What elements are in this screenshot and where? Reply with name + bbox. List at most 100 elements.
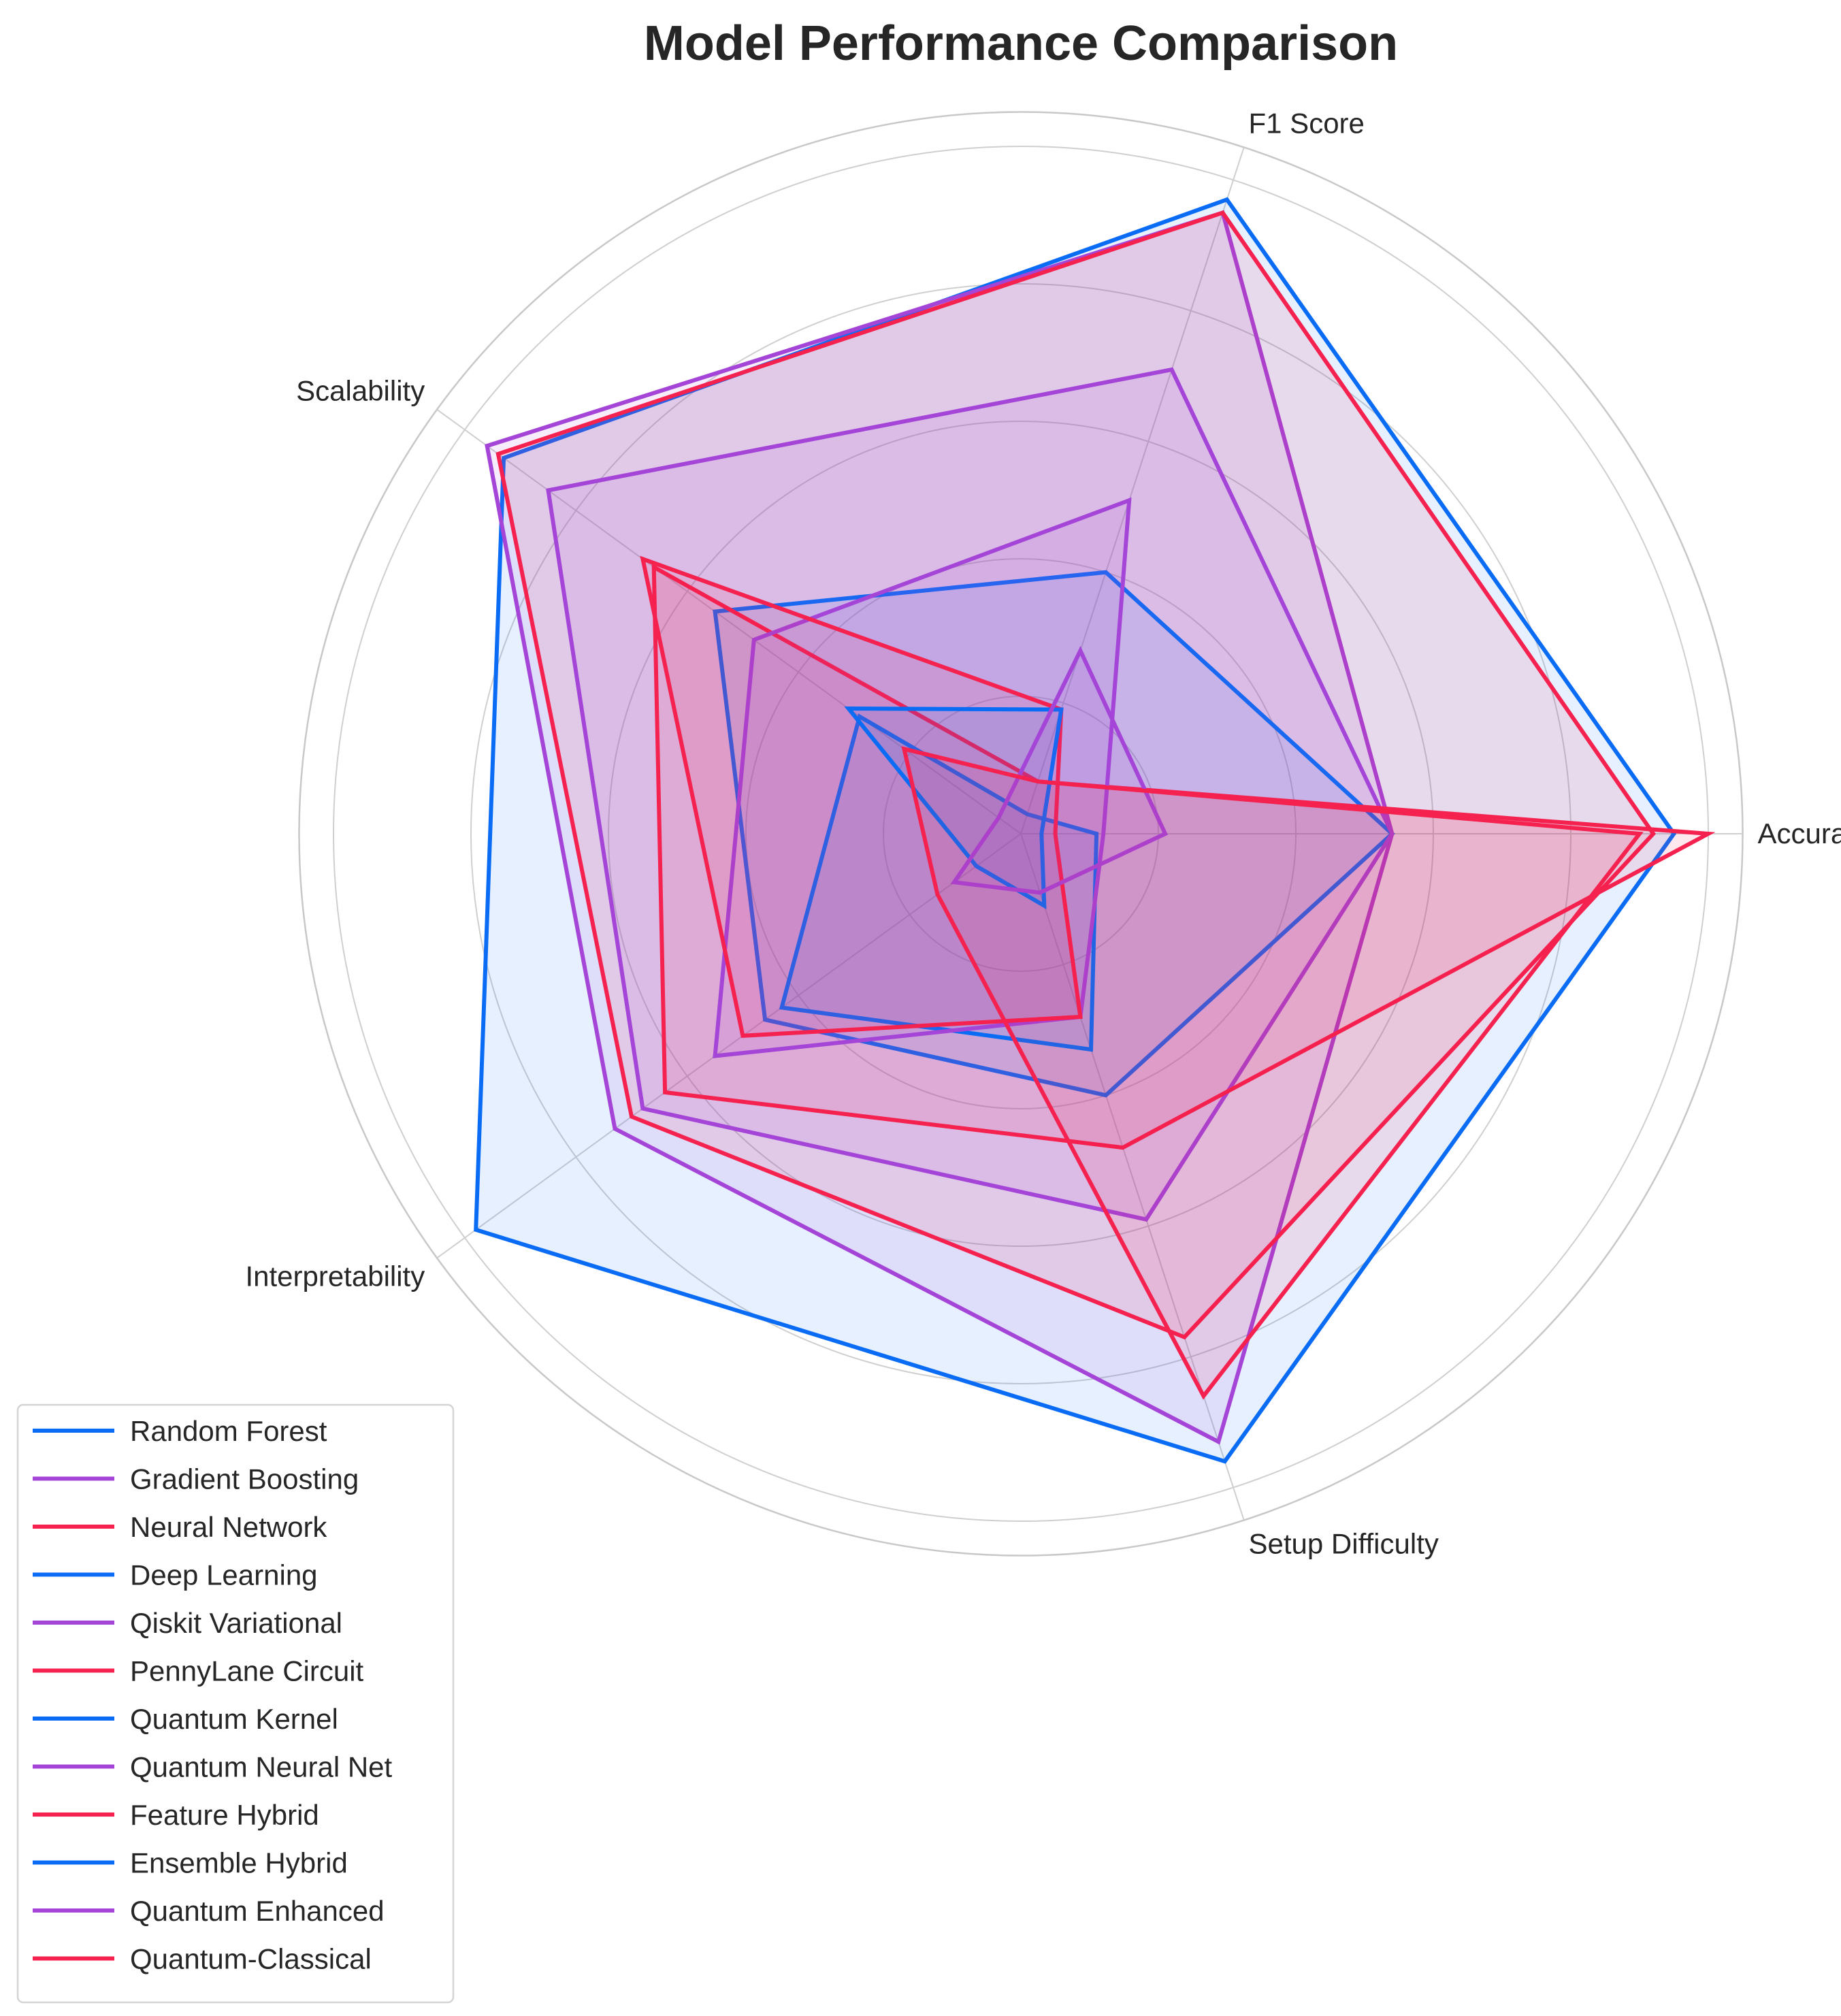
legend-entry: Quantum Neural Net xyxy=(33,1751,393,1783)
series-point xyxy=(1054,832,1056,835)
series-point xyxy=(764,1018,766,1021)
series-3 xyxy=(495,210,1657,1340)
series-point xyxy=(653,566,655,568)
legend-label: Quantum-Classical xyxy=(130,1943,372,1975)
legend-label: Qiskit Variational xyxy=(130,1607,342,1639)
series-1 xyxy=(474,197,1677,1464)
legend-label: Ensemble Hybrid xyxy=(130,1847,348,1879)
series-line xyxy=(950,646,1169,895)
series-8 xyxy=(713,497,1132,1058)
legend-entry: Ensemble Hybrid xyxy=(33,1847,348,1879)
series-point xyxy=(1090,1048,1092,1051)
series-point xyxy=(1638,832,1641,835)
series-fill xyxy=(548,370,1392,1220)
legend-label: Feature Hybrid xyxy=(130,1799,319,1831)
series-point xyxy=(1164,832,1167,835)
legend-entry: Quantum Enhanced xyxy=(33,1895,385,1927)
series-fill xyxy=(653,567,1709,1148)
axis-label: Accuracy xyxy=(1758,817,1841,849)
series-line xyxy=(779,713,1099,1052)
series-point xyxy=(497,453,500,455)
axis-label: Scalability xyxy=(296,375,425,407)
grid-spoke-3 xyxy=(436,408,1022,834)
series-point xyxy=(753,638,755,641)
series-point xyxy=(1145,1218,1147,1221)
series-point xyxy=(1039,891,1041,894)
series-point xyxy=(1217,1440,1220,1443)
series-point xyxy=(1026,813,1028,815)
series-point xyxy=(641,1107,644,1110)
legend-label: Quantum Kernel xyxy=(130,1703,338,1735)
series-point xyxy=(1040,832,1043,835)
series-line xyxy=(495,210,1657,1340)
series-point xyxy=(1226,198,1228,201)
legend-entry: Feature Hybrid xyxy=(33,1799,319,1831)
legend-label: Deep Learning xyxy=(130,1559,318,1591)
series-line xyxy=(713,497,1132,1058)
polar-grid xyxy=(298,111,1744,1557)
series-point xyxy=(630,1116,633,1118)
series-fill xyxy=(848,709,1062,906)
series-point xyxy=(1105,571,1107,574)
series-point xyxy=(714,610,717,613)
legend-entry: Qiskit Variational xyxy=(33,1607,342,1639)
series-fill xyxy=(781,716,1097,1050)
axis-labels: Accuracy F1 Score Scalability Interpretabil… xyxy=(245,107,1841,1559)
series-point xyxy=(1037,780,1039,783)
legend-entry: Random Forest xyxy=(33,1415,327,1447)
series-fill xyxy=(487,212,1392,1442)
series-point xyxy=(1102,832,1105,835)
legend-frame xyxy=(16,1403,455,2004)
series-point xyxy=(714,1055,717,1058)
legend-entry: PennyLane Circuit xyxy=(33,1655,364,1687)
series-point xyxy=(502,457,505,459)
series-point xyxy=(1060,708,1062,711)
series-point xyxy=(1707,832,1710,835)
series-line xyxy=(474,197,1677,1464)
series-point xyxy=(1171,368,1173,371)
series-point xyxy=(1122,1146,1124,1149)
series-point xyxy=(1105,1094,1107,1096)
legend-label: PennyLane Circuit xyxy=(130,1655,364,1687)
series-point xyxy=(1095,832,1098,835)
series-point xyxy=(1079,1015,1081,1018)
series-point xyxy=(1043,905,1045,907)
series-point xyxy=(474,1229,477,1231)
grid-spoke-4 xyxy=(436,833,1022,1259)
series-line xyxy=(901,746,1644,1400)
axis-label: Interpretability xyxy=(245,1260,425,1292)
series-fill xyxy=(954,651,1166,893)
chart-title: Model Performance Comparison xyxy=(644,16,1398,71)
axis-label: Setup Difficulty xyxy=(1249,1528,1439,1560)
series-point xyxy=(741,1035,744,1037)
series-line xyxy=(640,555,1083,1038)
series-layer xyxy=(474,197,1716,1464)
legend: Random Forest Gradient Boosting Neural Net… xyxy=(16,1403,455,2004)
legend-entry: Quantum-Classical xyxy=(33,1943,372,1975)
legend-entry: Quantum Kernel xyxy=(33,1703,338,1735)
series-fill xyxy=(498,212,1654,1337)
legend-label: Gradient Boosting xyxy=(130,1463,359,1495)
grid-spoke-5 xyxy=(1020,833,1245,1521)
series-point xyxy=(1222,211,1224,214)
series-point xyxy=(858,715,861,718)
legend-entry: Gradient Boosting xyxy=(33,1463,359,1495)
axis-label: F1 Score xyxy=(1249,107,1365,139)
legend-label: Quantum Neural Net xyxy=(130,1751,393,1783)
series-point xyxy=(1390,832,1393,835)
series-12 xyxy=(901,746,1644,1400)
series-point xyxy=(1202,1395,1205,1397)
series-point xyxy=(614,1127,617,1130)
series-point xyxy=(1224,1460,1226,1463)
series-point xyxy=(486,444,489,447)
series-fill xyxy=(904,749,1640,1397)
series-point xyxy=(664,1091,666,1094)
legend-entry: Deep Learning xyxy=(33,1559,318,1591)
legend-label: Random Forest xyxy=(130,1415,327,1447)
series-point xyxy=(1673,832,1675,835)
legend-entry: Neural Network xyxy=(33,1511,327,1543)
series-point xyxy=(997,816,1000,819)
series-5 xyxy=(546,367,1395,1222)
series-11 xyxy=(950,646,1169,895)
